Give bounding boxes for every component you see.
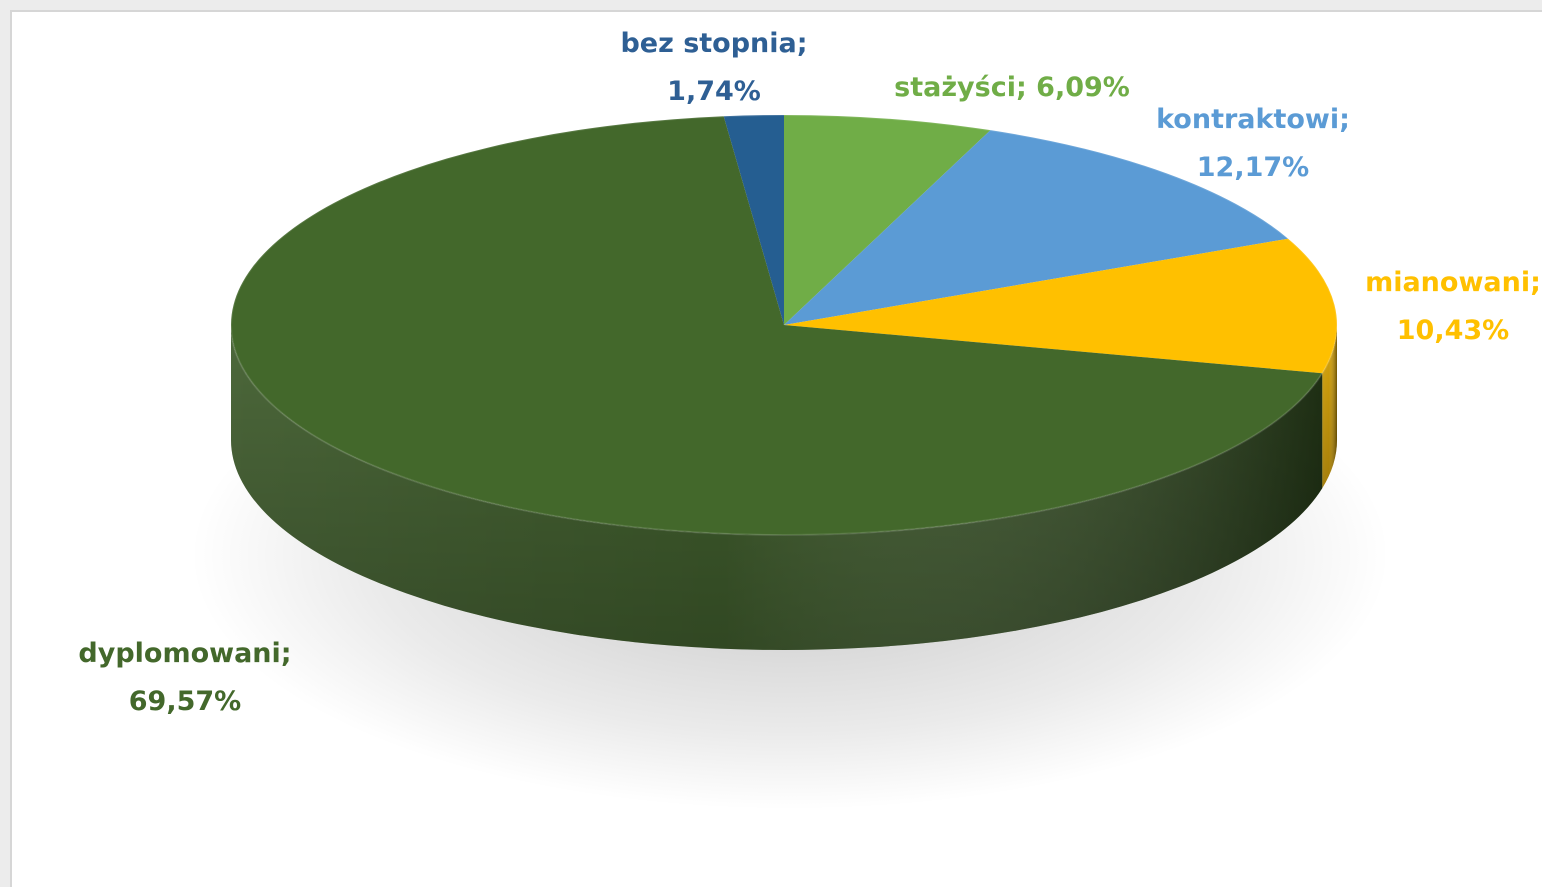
pie-slice-bezstopnia (723, 115, 784, 325)
pie-sides (231, 325, 1337, 650)
pie-rim (230, 114, 1338, 536)
data-label-stayci: stażyści; 6,09% (894, 72, 1130, 103)
pie-slice-kontraktowi (784, 130, 1289, 325)
data-label-kontraktowi-name: kontraktowi; (1156, 104, 1350, 135)
data-label-dyplomowani-value: 69,57% (129, 686, 241, 717)
data-label-mianowani-value: 10,43% (1397, 315, 1509, 346)
data-label-mianowani-name: mianowani; (1365, 267, 1541, 298)
pie-side-4-0-depth-shading (231, 325, 1323, 650)
pie-slice-mianowani (784, 238, 1337, 374)
data-label-kontraktowi-value: 12,17% (1197, 152, 1309, 183)
pie-slice-stayci (784, 115, 991, 325)
data-label-bezstopnia-value: 1,74% (667, 76, 761, 107)
pie-slice-dyplomowani (230, 116, 1323, 536)
data-label-bezstopnia-name: bez stopnia; (620, 28, 807, 59)
pie-side-3-0-depth-shading (1322, 325, 1337, 489)
pie-tops (230, 114, 1338, 536)
data-label-dyplomowani-name: dyplomowani; (78, 638, 291, 669)
pie-labels: bez stopnia; 1,74% stażyści; 6,09% kontrakt… (78, 28, 1541, 717)
